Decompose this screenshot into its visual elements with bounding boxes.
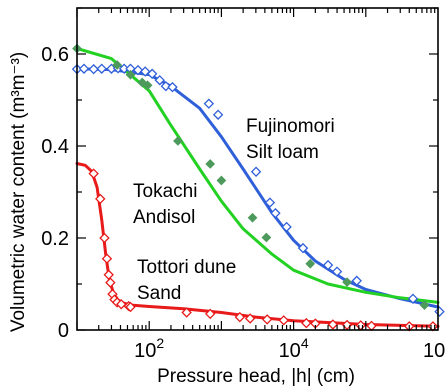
data-point-0-11 — [154, 75, 165, 86]
annotation-0-line-1: Silt loam — [246, 142, 319, 163]
data-point-0-22 — [331, 266, 343, 277]
data-point-2-3 — [101, 253, 113, 264]
data-point-2-14 — [234, 311, 246, 323]
data-point-2-13 — [204, 308, 216, 320]
data-point-0-20 — [297, 242, 309, 254]
data-point-1-7 — [216, 175, 227, 186]
data-point-0-2 — [88, 63, 99, 75]
data-point-1-6 — [205, 159, 216, 169]
data-point-2-0 — [88, 168, 99, 179]
data-point-0-16 — [250, 166, 262, 177]
annotations: Fujinomori Silt loam Tokachi Andisol Tottori… — [133, 116, 335, 304]
data-point-0-23 — [351, 275, 362, 286]
y-tick-label-1: 0.2 — [41, 228, 69, 250]
data-point-0-10 — [146, 68, 158, 79]
y-axis-title: Volumetric water content (m³m⁻³) — [8, 52, 29, 332]
data-point-1-12 — [419, 300, 430, 311]
y-tick-label-3: 0.6 — [41, 44, 69, 66]
data-point-1-9 — [261, 232, 272, 243]
data-point-1-10 — [305, 258, 316, 269]
data-point-0-25 — [434, 306, 445, 317]
data-point-0-15 — [212, 109, 224, 120]
annotation-2-line-1: Sand — [137, 283, 181, 304]
data-point-0-24 — [407, 293, 419, 304]
data-point-0-18 — [270, 207, 281, 219]
data-point-0-17 — [264, 197, 276, 208]
x-tick-label-2: 106 — [423, 335, 445, 362]
annotation-0-line-0: Fujinomori — [246, 116, 335, 137]
fit-curve-1 — [75, 47, 440, 304]
data-point-1-4 — [142, 80, 153, 91]
y-tick-label-0: 0 — [58, 320, 69, 342]
data-point-1-2 — [125, 69, 136, 80]
data-point-2-12 — [181, 307, 192, 318]
data-point-2-18 — [301, 317, 312, 329]
data-point-0-14 — [203, 98, 215, 109]
data-point-0-12 — [160, 80, 172, 92]
plot-frame — [76, 7, 439, 331]
annotation-1-line-0: Tokachi — [133, 181, 197, 202]
data-point-1-11 — [342, 277, 352, 288]
annotation-1-line-1: Andisol — [133, 207, 195, 228]
annotation-2-line-0: Tottori dune — [137, 257, 236, 278]
data-point-2-9 — [116, 299, 127, 310]
axes: 102 104 106 0 0.2 0.4 0.6 — [41, 7, 445, 362]
data-point-2-2 — [99, 232, 110, 244]
x-axis-title: Pressure head, |h| (cm) — [157, 366, 355, 387]
data-point-0-21 — [322, 259, 334, 271]
data-point-2-16 — [261, 314, 273, 325]
x-tick-label-1: 104 — [279, 335, 309, 362]
data-point-1-1 — [112, 60, 123, 70]
data-point-0-3 — [96, 63, 107, 74]
data-point-2-15 — [244, 313, 256, 324]
data-point-1-5 — [173, 136, 183, 146]
data-point-1-8 — [247, 212, 258, 223]
data-point-2-1 — [95, 193, 106, 205]
y-tick-label-2: 0.4 — [41, 136, 69, 158]
data-point-0-8 — [132, 64, 144, 76]
data-markers — [71, 43, 445, 332]
data-point-2-17 — [278, 315, 289, 326]
data-point-2-11 — [125, 301, 136, 313]
data-point-0-13 — [167, 81, 178, 93]
x-tick-label-0: 102 — [134, 335, 164, 362]
data-point-2-20 — [327, 319, 339, 330]
data-point-0-19 — [281, 221, 292, 233]
data-point-0-1 — [78, 63, 90, 74]
data-point-2-5 — [105, 277, 116, 288]
